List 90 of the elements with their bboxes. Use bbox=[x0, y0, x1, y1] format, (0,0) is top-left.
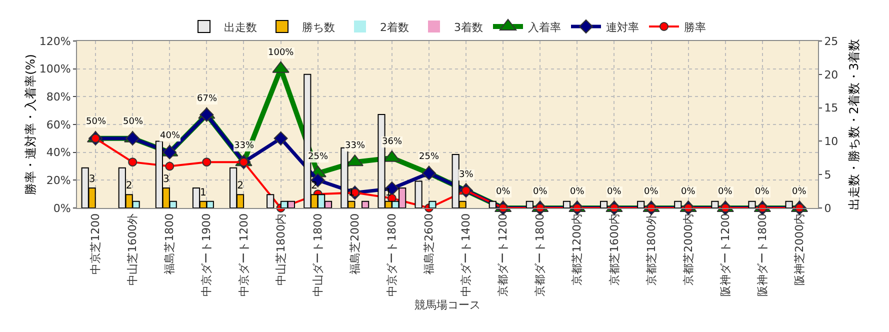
y2-tick-label: 10 bbox=[824, 135, 838, 148]
bar bbox=[428, 200, 436, 208]
data-label: 1 bbox=[200, 187, 206, 198]
x-tick-label: 京都芝1800外 bbox=[644, 213, 658, 286]
legend-label: 入着率 bbox=[528, 20, 561, 34]
x-tick-label: 福島芝1800 bbox=[163, 213, 176, 274]
x-tick-label: 福島芝2600 bbox=[422, 213, 436, 274]
y2-tick-label: 25 bbox=[824, 34, 838, 48]
x-tick-label: 中京ダート1200 bbox=[237, 213, 250, 296]
x-tick-label: 中山芝1800内 bbox=[274, 213, 288, 286]
data-label: 50% bbox=[123, 117, 144, 127]
point bbox=[422, 166, 436, 180]
y-tick-label: 100% bbox=[39, 62, 71, 76]
data-label: 50% bbox=[86, 117, 106, 127]
data-label: 0% bbox=[533, 187, 548, 197]
y-tick-label: 40% bbox=[46, 146, 71, 160]
bar bbox=[637, 200, 645, 208]
data-label: 33% bbox=[345, 141, 366, 151]
y-tick-label: 60% bbox=[46, 118, 71, 132]
point bbox=[165, 162, 174, 171]
x-tick-label: 福島芝2000 bbox=[348, 213, 362, 274]
x-tick-label: 京都芝2000内 bbox=[682, 213, 695, 286]
bar bbox=[526, 200, 534, 208]
x-tick-label: 京都芝1600内 bbox=[608, 213, 621, 286]
data-label: 0% bbox=[681, 187, 696, 197]
bar bbox=[414, 180, 422, 208]
x-tick-label: 京都ダート1800 bbox=[534, 213, 547, 296]
bar bbox=[488, 200, 496, 208]
y2-tick-label: 15 bbox=[824, 102, 838, 115]
point bbox=[274, 131, 288, 146]
data-label: 3 bbox=[162, 174, 170, 185]
annotation: 3% bbox=[459, 170, 474, 180]
data-label: 0% bbox=[644, 187, 659, 197]
data-label: 25% bbox=[308, 152, 328, 162]
x-tick-label: 中山芝1600外 bbox=[126, 213, 140, 286]
y-tick-label: 120% bbox=[39, 34, 71, 48]
legend-label: 2着数 bbox=[380, 20, 409, 34]
data-label: 0% bbox=[792, 187, 807, 197]
legend-label: 勝ち数 bbox=[302, 20, 335, 34]
bar bbox=[362, 200, 370, 208]
point bbox=[128, 158, 138, 167]
x-tick-label: 中京ダート1400 bbox=[460, 213, 473, 296]
bar bbox=[711, 200, 719, 208]
bar bbox=[600, 200, 608, 208]
data-label: 0% bbox=[755, 187, 770, 197]
y-tick-label: 80% bbox=[46, 90, 71, 104]
data-label: 2 bbox=[237, 180, 244, 192]
legend-label: 連対率 bbox=[606, 20, 639, 34]
x-tick-label: 中山ダート1800 bbox=[311, 213, 324, 296]
data-label: 36% bbox=[382, 137, 402, 147]
x-tick-label: 中京芝1200 bbox=[89, 213, 102, 274]
data-label: 0% bbox=[718, 187, 733, 197]
x-tick-label: 阪神ダート1200 bbox=[718, 213, 732, 296]
y-axis-title: 勝率・連対率・入着率(%) bbox=[23, 54, 38, 195]
data-label: 3 bbox=[88, 174, 96, 185]
x-tick-label: 中京ダート1900 bbox=[200, 213, 214, 296]
x-tick-label: 阪神芝2000内 bbox=[793, 213, 806, 286]
bar bbox=[785, 200, 793, 208]
x-tick-label: 阪神ダート1800 bbox=[756, 213, 770, 296]
data-label: 33% bbox=[234, 141, 254, 151]
data-label: 0% bbox=[496, 187, 511, 197]
x-tick-label: 中京ダート1800 bbox=[385, 213, 398, 296]
y-tick-label: 0% bbox=[53, 202, 71, 215]
bar bbox=[748, 200, 756, 208]
x-tick-label: 京都ダート1200 bbox=[496, 213, 510, 296]
bar bbox=[674, 200, 682, 208]
point bbox=[202, 158, 212, 167]
data-label: 25% bbox=[419, 152, 440, 162]
y2-tick-label: 5 bbox=[824, 168, 832, 182]
x-axis-title: 競馬場コース bbox=[414, 298, 480, 312]
data-label: 2 bbox=[311, 180, 318, 192]
y2-axis-title: 出走数・勝ち数・2着数・3着数 bbox=[847, 38, 861, 210]
point bbox=[162, 145, 177, 160]
data-label: 0% bbox=[607, 187, 622, 197]
legend-label: 3着数 bbox=[454, 20, 483, 34]
y2-tick-label: 20 bbox=[824, 68, 838, 82]
data-label: 2 bbox=[126, 180, 132, 192]
x-tick-label: 京都芝1200内 bbox=[570, 213, 584, 286]
legend-label: 勝率 bbox=[684, 20, 706, 34]
legend-label: 出走数 bbox=[224, 20, 257, 34]
data-label: 100% bbox=[268, 48, 294, 58]
y2-tick-label: 0 bbox=[824, 202, 832, 215]
bar bbox=[562, 200, 571, 208]
y-tick-label: 20% bbox=[46, 174, 71, 188]
bar bbox=[266, 194, 274, 208]
point bbox=[200, 108, 214, 122]
point bbox=[126, 131, 140, 146]
data-label: 40% bbox=[160, 131, 180, 141]
data-label: 67% bbox=[197, 94, 218, 104]
data-label: 0% bbox=[570, 187, 585, 197]
